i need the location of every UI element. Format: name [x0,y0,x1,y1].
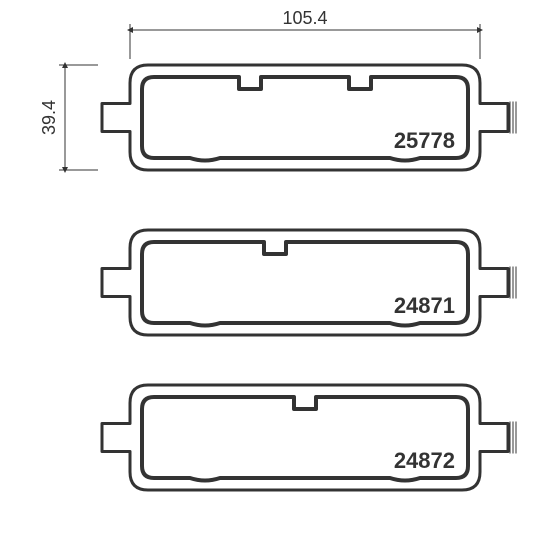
part-number-label: 24872 [394,448,455,473]
brake-pad: 24872 [102,385,516,490]
brake-pad: 25778 [102,65,516,170]
height-dimension-label: 39.4 [39,100,59,135]
brake-pad: 24871 [102,230,516,335]
part-number-label: 25778 [394,128,455,153]
part-number-label: 24871 [394,293,455,318]
width-dimension-label: 105.4 [282,8,327,28]
